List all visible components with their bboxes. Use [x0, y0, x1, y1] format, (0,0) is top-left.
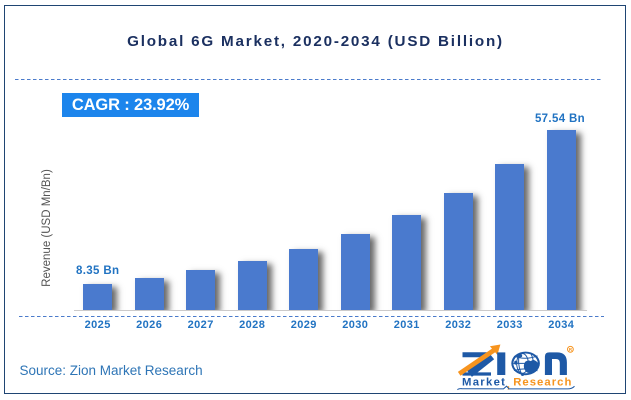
svg-text:R: R	[569, 347, 573, 352]
svg-text:,: ,	[507, 377, 510, 391]
svg-text:Market: Market	[462, 377, 506, 389]
svg-text:Research: Research	[513, 377, 572, 389]
